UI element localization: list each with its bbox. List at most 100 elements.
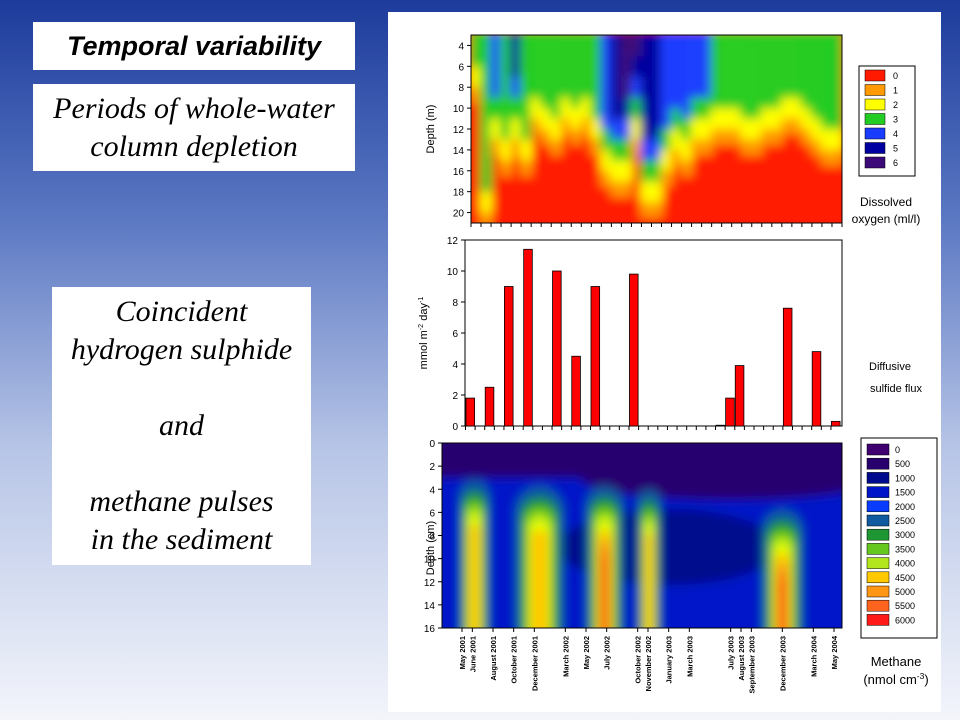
methane-legend-swatch <box>866 472 890 484</box>
methane-x-tick: August 2001 <box>489 636 498 681</box>
oxygen-field <box>471 35 842 223</box>
slide-title-box: Temporal variability <box>33 22 355 70</box>
bar-y-tick: 2 <box>452 391 458 402</box>
sulfide-flux-bar <box>504 286 514 427</box>
oxygen-legend-label: 5 <box>893 144 898 154</box>
methane-y-label: Depth (cm) <box>425 521 437 575</box>
sulfide-flux-bar <box>782 307 793 427</box>
oxygen-y-tick: 20 <box>453 209 465 220</box>
bar-y-label: mmol m-2 day-1 <box>417 297 430 370</box>
periods-text: Periods of whole-water column depletion <box>53 92 335 163</box>
methane-x-tick: December 2001 <box>530 636 539 691</box>
methane-y-tick: 14 <box>424 601 436 612</box>
methane-x-tick: January 2003 <box>665 636 674 684</box>
slide-title: Temporal variability <box>66 31 322 61</box>
oxygen-y-tick: 18 <box>453 188 465 199</box>
methane-legend-swatch <box>866 486 890 498</box>
oxygen-y-tick: 10 <box>453 104 465 115</box>
sulfide-flux-bar <box>811 351 822 427</box>
oxygen-legend-label: 1 <box>893 86 898 96</box>
methane-legend-label: 2500 <box>895 516 915 526</box>
bar-y-tick: 0 <box>452 422 458 433</box>
methane-y-tick: 4 <box>429 485 435 496</box>
methane-x-tick: May 2002 <box>582 636 591 669</box>
oxygen-legend-label: 3 <box>893 115 898 125</box>
oxygen-y-tick: 12 <box>453 125 465 136</box>
oxygen-legend-swatch <box>864 113 886 125</box>
sulfide-flux-bar <box>715 424 726 427</box>
bar-legend-title: sulfide flux <box>870 383 922 395</box>
methane-legend-swatch <box>866 614 890 626</box>
methane-legend-label: 5500 <box>895 601 915 611</box>
methane-y-tick: 16 <box>424 624 436 635</box>
methane-y-tick: 10 <box>424 555 436 566</box>
bar-y-tick: 8 <box>452 298 458 309</box>
methane-legend-label: 4000 <box>895 559 915 569</box>
methane-y-tick: 8 <box>429 532 435 543</box>
oxygen-legend-swatch <box>864 69 886 82</box>
oxygen-legend-label: 2 <box>893 100 898 110</box>
methane-x-tick: September 2003 <box>747 636 756 694</box>
bar-y-tick: 10 <box>447 267 459 278</box>
oxygen-legend-title: oxygen (ml/l) <box>852 212 921 226</box>
methane-field <box>442 443 842 628</box>
methane-legend-label: 500 <box>895 459 910 469</box>
oxygen-y-tick: 4 <box>458 41 464 52</box>
methane-legend-label: 1000 <box>895 473 915 483</box>
methane-y-tick: 12 <box>424 578 436 589</box>
methane-legend-swatch <box>866 528 890 541</box>
methane-legend-label: 1500 <box>895 488 915 498</box>
oxygen-legend-swatch <box>864 156 886 169</box>
bar-y-tick: 12 <box>447 236 459 247</box>
sulfide-flux-bar <box>590 286 601 427</box>
oxygen-legend-label: 0 <box>893 71 898 81</box>
oxygen-legend-swatch <box>864 142 886 154</box>
methane-legend-title: (nmol cm-3) <box>863 671 928 687</box>
oxygen-y-label: Depth (m) <box>425 105 437 154</box>
methane-x-tick: March 2003 <box>685 636 694 677</box>
oxygen-legend-swatch <box>864 127 886 140</box>
methane-x-tick: May 2001 <box>458 636 467 669</box>
coincident-text-box: Coincident hydrogen sulphide and methane… <box>52 287 311 565</box>
methane-legend-label: 3500 <box>895 544 915 554</box>
bar-y-tick: 4 <box>452 360 458 371</box>
sulfide-flux-bar <box>725 397 735 427</box>
methane-legend-swatch <box>866 514 890 527</box>
methane-legend-label: 3000 <box>895 530 915 540</box>
methane-legend-label: 6000 <box>895 615 915 625</box>
methane-legend-title: Methane <box>871 654 922 669</box>
methane-legend-label: 4500 <box>895 573 915 583</box>
methane-x-tick: July 2002 <box>603 636 612 670</box>
methane-legend-swatch <box>866 457 890 470</box>
bar-legend-title: Diffusive <box>869 361 911 373</box>
sulfide-flux-bar <box>571 355 581 427</box>
methane-x-tick: December 2003 <box>778 636 787 691</box>
methane-legend-swatch <box>866 571 890 584</box>
figure-panel: 4 6 8 10 12 14 16 18 20 Depth (m) 0 1 2 3 4 5 6 Dissolved… <box>388 12 941 712</box>
methane-x-tick: May 2004 <box>830 635 839 669</box>
sulfide-flux-bar <box>523 248 533 427</box>
oxygen-legend-title: Dissolved <box>860 195 912 209</box>
sulfide-flux-bar <box>484 386 495 427</box>
methane-legend-swatch <box>866 543 890 555</box>
sulfide-flux-bar <box>629 273 639 427</box>
methane-legend-label: 5000 <box>895 587 915 597</box>
methane-x-tick: March 2004 <box>809 635 818 677</box>
oxygen-y-tick: 8 <box>458 83 464 94</box>
methane-y-tick: 0 <box>429 439 435 450</box>
sulfide-flux-bar <box>831 420 841 427</box>
methane-legend-swatch <box>866 500 890 513</box>
sulfide-flux-bar <box>465 397 476 427</box>
methane-y-tick: 2 <box>429 462 435 473</box>
sulfide-flux-bar <box>734 365 745 427</box>
methane-x-tick: November 2002 <box>644 636 653 691</box>
oxygen-y-tick: 16 <box>453 167 465 178</box>
sulfide-flux-bar <box>552 270 562 427</box>
oxygen-legend-label: 4 <box>893 129 898 139</box>
methane-x-tick: March 2002 <box>561 636 570 677</box>
methane-legend-swatch <box>866 557 890 569</box>
methane-x-tick: August 2003 <box>737 636 746 681</box>
oxygen-legend-label: 6 <box>893 158 898 168</box>
oxygen-legend-swatch <box>864 84 886 96</box>
